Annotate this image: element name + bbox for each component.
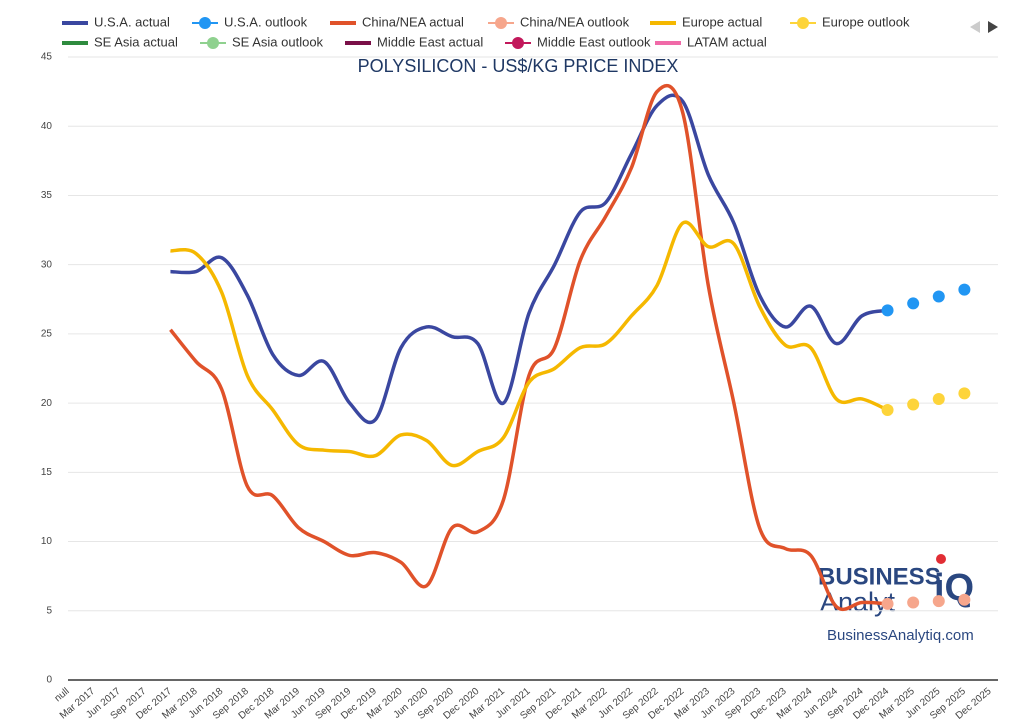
y-tick-label: 10 <box>41 536 53 547</box>
outlook-dot <box>932 392 945 405</box>
legend-swatch-dot <box>512 37 524 49</box>
y-tick-label: 25 <box>41 329 53 340</box>
legend-swatch-dot <box>199 17 211 29</box>
y-tick-label: 0 <box>46 675 52 686</box>
outlook-dot <box>932 290 945 303</box>
legend-label: U.S.A. outlook <box>224 14 308 29</box>
legend-label: Europe outlook <box>822 14 910 29</box>
legend-swatch-dot <box>495 17 507 29</box>
outlook-dot <box>881 304 894 317</box>
legend-label: Europe actual <box>682 14 762 29</box>
outlook-dot <box>958 387 971 400</box>
series-line <box>169 83 888 612</box>
outlook-dot <box>958 283 971 296</box>
x-tick-label: null <box>53 686 72 704</box>
legend-label: Middle East outlook <box>537 34 651 49</box>
chart-title: POLYSILICON - US$/KG PRICE INDEX <box>358 56 679 76</box>
y-tick-label: 45 <box>41 52 53 63</box>
series-line <box>170 220 889 468</box>
outlook-dot <box>907 297 920 310</box>
y-tick-label: 30 <box>41 259 53 270</box>
series-line <box>170 93 888 425</box>
legend-label: Middle East actual <box>377 34 483 49</box>
y-tick-label: 35 <box>41 190 53 201</box>
outlook-dot <box>881 404 894 417</box>
legend-label: China/NEA outlook <box>520 14 630 29</box>
legend-label: SE Asia outlook <box>232 34 324 49</box>
legend-label: China/NEA actual <box>362 14 464 29</box>
legend-swatch-dot <box>207 37 219 49</box>
legend-label: SE Asia actual <box>94 34 178 49</box>
y-tick-label: 20 <box>41 398 53 409</box>
outlook-dot <box>958 593 971 606</box>
y-tick-label: 40 <box>41 121 53 132</box>
outlook-dot <box>881 597 894 610</box>
watermark: BUSINESS Analyt iQ BusinessAnalytiq.com <box>818 554 974 644</box>
watermark-dot <box>936 554 946 564</box>
outlook-dot <box>907 596 920 609</box>
y-tick-label: 15 <box>41 467 53 478</box>
y-tick-label: 5 <box>46 605 52 616</box>
watermark-brand: BUSINESS <box>818 563 941 590</box>
legend-label: U.S.A. actual <box>94 14 170 29</box>
outlook-dot <box>907 398 920 411</box>
legend-label: LATAM actual <box>687 34 767 49</box>
legend-swatch-dot <box>797 17 809 29</box>
legend-prev[interactable] <box>970 21 980 33</box>
watermark-url: BusinessAnalytiq.com <box>827 627 974 644</box>
legend-next[interactable] <box>988 21 998 33</box>
outlook-dot <box>932 595 945 608</box>
